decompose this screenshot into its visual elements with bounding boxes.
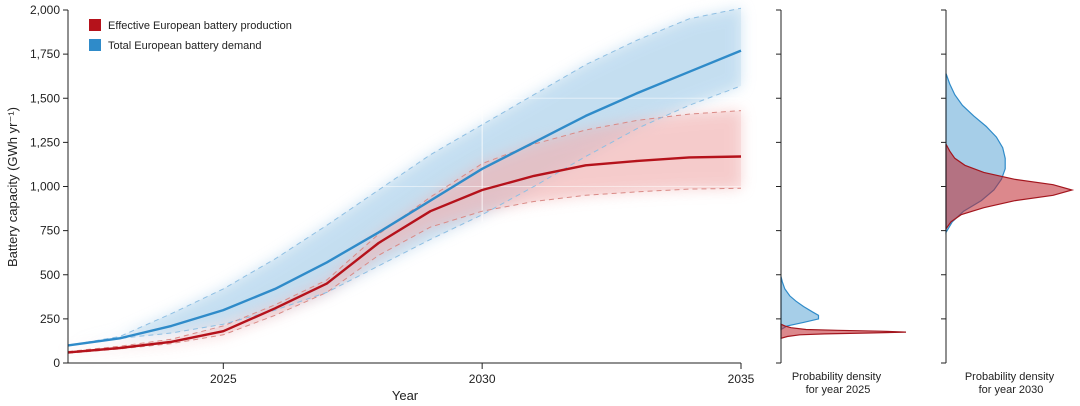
series-lines bbox=[67, 49, 742, 354]
legend-label-production: Effective European battery production bbox=[108, 20, 292, 32]
density-title-line-2: for year 2025 bbox=[806, 384, 871, 396]
y-tick-label: 250 bbox=[40, 312, 60, 326]
main-axes bbox=[63, 9, 742, 369]
density-2030-shapes bbox=[945, 73, 1075, 235]
series-line-1 bbox=[67, 49, 742, 347]
x-tick-labels: 2025 2030 2035 bbox=[210, 372, 755, 386]
y-tick-label: 750 bbox=[40, 224, 60, 238]
density-area-1 bbox=[780, 276, 820, 331]
y-tick-label: 1,000 bbox=[30, 180, 60, 194]
series-line-0 bbox=[67, 155, 742, 354]
x-tick-label: 2035 bbox=[728, 372, 755, 386]
reference-lines bbox=[68, 97, 741, 222]
density-2025-title: Probability density for year 2025 bbox=[792, 371, 884, 396]
y-tick-label: 1,500 bbox=[30, 91, 60, 105]
y-axis-label: Battery capacity (GWh yr⁻¹) bbox=[5, 107, 20, 267]
y-tick-label: 1,250 bbox=[30, 135, 60, 149]
legend-swatch-production bbox=[89, 19, 101, 31]
density-title-line-1: Probability density bbox=[965, 371, 1055, 383]
density-2030-title: Probability density for year 2030 bbox=[965, 371, 1057, 396]
density-2030-axis bbox=[941, 9, 947, 364]
main-chart-panel: 0 250 500 750 1,000 1,250 1,500 1,750 2,000 2025… bbox=[5, 3, 755, 403]
lower-bound-line-1 bbox=[67, 85, 742, 346]
density-title-line-2: for year 2030 bbox=[979, 384, 1044, 396]
density-title-line-1: Probability density bbox=[792, 371, 882, 383]
uncertainty-band-blur-0 bbox=[68, 110, 741, 354]
uncertainty-band-blur-1 bbox=[68, 8, 741, 346]
uncertainty-band-1 bbox=[68, 8, 741, 346]
y-tick-label: 1,750 bbox=[30, 47, 60, 61]
x-tick-label: 2025 bbox=[210, 372, 237, 386]
x-axis-label: Year bbox=[392, 388, 419, 403]
y-tick-label: 2,000 bbox=[30, 3, 60, 17]
density-area-0 bbox=[945, 143, 1075, 231]
upper-bound-line-1 bbox=[67, 7, 742, 346]
lower-bound-line-0 bbox=[67, 187, 742, 354]
density-2025-axis bbox=[776, 9, 782, 364]
y-tick-label: 500 bbox=[40, 268, 60, 282]
density-2025-shapes bbox=[780, 276, 907, 340]
y-tick-labels: 0 250 500 750 1,000 1,250 1,500 1,750 2,000 bbox=[30, 3, 60, 370]
band-group-1 bbox=[68, 8, 741, 346]
uncertainty-bands bbox=[68, 8, 741, 354]
density-area-0 bbox=[780, 323, 907, 340]
x-tick-label: 2030 bbox=[469, 372, 496, 386]
legend-swatch-demand bbox=[89, 39, 101, 51]
uncertainty-band-0 bbox=[68, 110, 741, 354]
y-tick-label: 0 bbox=[53, 356, 60, 370]
density-panel-2030: Probability density for year 2030 bbox=[941, 9, 1075, 396]
legend: Effective European battery production To… bbox=[89, 19, 292, 52]
density-panel-2025: Probability density for year 2025 bbox=[776, 9, 907, 396]
band-group-0 bbox=[68, 110, 741, 354]
legend-label-demand: Total European battery demand bbox=[108, 40, 262, 52]
